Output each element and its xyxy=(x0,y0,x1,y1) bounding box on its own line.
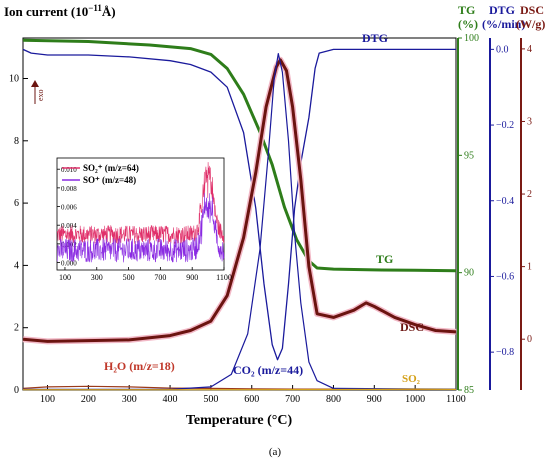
series-line-0 xyxy=(22,38,457,273)
dtg-tick-label: −0.6 xyxy=(496,271,514,282)
inset-x-tick-label: 700 xyxy=(154,273,166,282)
main-marks: 100 200 300 400 500 600 700 800 900 1000 110002468… xyxy=(9,33,532,405)
annotation-dtg: DTG xyxy=(362,31,388,45)
dsc-tick-label: 0 xyxy=(527,334,532,345)
x-tick-label: 200 xyxy=(81,394,96,405)
x-tick-label: 400 xyxy=(163,394,178,405)
x-tick-label: 600 xyxy=(244,394,259,405)
inset-x-tick-label: 100 xyxy=(59,273,71,282)
ion-tick-label: 8 xyxy=(14,136,19,147)
inset-y-tick-label: 0.004 xyxy=(61,222,77,230)
dsc-axis-title-bottom: (W/g) xyxy=(516,17,545,31)
tg-tick-label: 90 xyxy=(464,268,474,279)
series-line-4 xyxy=(23,52,457,390)
x-tick-label: 100 xyxy=(40,394,55,405)
series-line-2 xyxy=(22,58,457,343)
annotation-h2o: H₂O (m/z=18) xyxy=(104,359,175,373)
ion-tick-label: 2 xyxy=(14,323,19,334)
dsc-tick-label: 4 xyxy=(527,44,532,55)
dtg-tick-label: −0.4 xyxy=(496,196,514,207)
dtg-tick-label: −0.2 xyxy=(496,120,514,131)
annotation-tg: TG xyxy=(376,252,393,266)
ion-tick-label: 10 xyxy=(9,73,19,84)
panel-label: (a) xyxy=(269,446,282,458)
dtg-axis-title-bottom: (%/min) xyxy=(482,17,525,31)
inset-y-tick-label: 0.000 xyxy=(61,260,77,268)
inset-y-tick-label: 0.008 xyxy=(61,185,77,193)
ion-tick-label: 4 xyxy=(14,260,19,271)
ion-tick-label: 6 xyxy=(14,198,19,209)
inset-marks: 100 300 500 700 900 11000.0000.0020.0040.0060… xyxy=(56,162,232,282)
x-tick-label: 700 xyxy=(285,394,300,405)
x-axis-title: Temperature (°C) xyxy=(186,413,293,428)
series-line-1 xyxy=(22,48,456,361)
ion-tick-label: 0 xyxy=(14,385,19,396)
tg-axis-title-top: TG xyxy=(458,3,475,17)
inset-x-tick-label: 300 xyxy=(91,273,103,282)
dtg-tick-label: −0.8 xyxy=(496,347,514,358)
tg-axis-title-bottom: (%) xyxy=(458,17,478,31)
inset-series-line-1 xyxy=(56,193,225,263)
inset-legend-label-so2: SO₂⁺ (m/z=64) xyxy=(83,163,139,173)
series-line-5 xyxy=(23,388,457,391)
ion-axis-title-tail: Å) xyxy=(102,4,116,19)
inset-x-tick-label: 900 xyxy=(186,273,198,282)
dsc-axis-title-top: DSC xyxy=(520,3,544,17)
ion-axis-title-main: Ion current (10 xyxy=(4,4,88,19)
x-tick-label: 1100 xyxy=(446,394,466,405)
annotation-dsc: DSC xyxy=(400,320,424,334)
inset-series-line-0 xyxy=(56,162,225,245)
dtg-axis-title-top: DTG xyxy=(489,3,515,17)
x-tick-label: 900 xyxy=(367,394,382,405)
dsc-tick-label: 1 xyxy=(527,262,532,273)
inset-y-tick-label: 0.010 xyxy=(61,166,77,174)
ion-axis-title-sup: −11 xyxy=(88,3,102,13)
ion-axis-title: Ion current (10−11Å) xyxy=(4,3,116,19)
x-tick-label: 300 xyxy=(122,394,137,405)
dtg-tick-label: 0.0 xyxy=(496,44,509,55)
inset-legend: SO₂⁺ (m/z=64) SO⁺ (m/z=48) xyxy=(62,163,139,185)
x-tick-label: 800 xyxy=(326,394,341,405)
dsc-tick-label: 2 xyxy=(527,189,532,200)
tg-tick-label: 95 xyxy=(464,150,474,161)
x-tick-label: 500 xyxy=(203,394,218,405)
inset-legend-label-so: SO⁺ (m/z=48) xyxy=(83,175,136,185)
tg-tick-label: 85 xyxy=(464,385,474,396)
annotation-co2: CO₂ (m/z=44) xyxy=(233,363,303,377)
inset-x-tick-label: 1100 xyxy=(216,273,232,282)
inset-y-tick-label: 0.006 xyxy=(61,204,77,212)
inset-x-tick-label: 500 xyxy=(123,273,135,282)
x-tick-label: 1000 xyxy=(405,394,425,405)
exo-arrow-icon xyxy=(31,80,39,104)
exo-label: exo xyxy=(36,89,45,101)
tg-tick-label: 100 xyxy=(464,33,479,44)
dsc-tick-label: 3 xyxy=(527,116,532,127)
annotation-so2: SO₂ xyxy=(402,373,421,385)
